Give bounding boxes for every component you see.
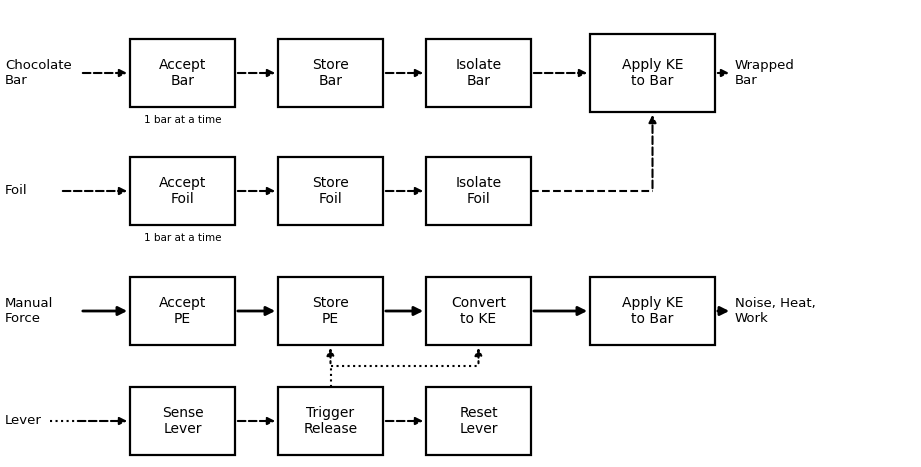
Text: Foil: Foil <box>5 184 28 198</box>
FancyBboxPatch shape <box>426 277 531 345</box>
FancyBboxPatch shape <box>426 39 531 107</box>
Text: Apply KE
to Bar: Apply KE to Bar <box>622 58 683 88</box>
FancyArrowPatch shape <box>238 70 273 76</box>
Text: Manual
Force: Manual Force <box>5 297 53 325</box>
FancyArrowPatch shape <box>386 188 421 194</box>
FancyArrowPatch shape <box>238 307 272 315</box>
Text: Reset
Lever: Reset Lever <box>460 406 498 436</box>
Text: Trigger
Release: Trigger Release <box>303 406 357 436</box>
Text: Store
Bar: Store Bar <box>312 58 349 88</box>
FancyArrowPatch shape <box>386 307 420 315</box>
Text: Lever: Lever <box>5 415 41 427</box>
FancyArrowPatch shape <box>649 117 656 188</box>
Text: Isolate
Bar: Isolate Bar <box>456 58 502 88</box>
Text: Chocolate
Bar: Chocolate Bar <box>5 59 72 87</box>
FancyArrowPatch shape <box>534 70 585 76</box>
Text: Store
PE: Store PE <box>312 296 349 326</box>
Text: Convert
to KE: Convert to KE <box>451 296 506 326</box>
FancyArrowPatch shape <box>238 418 273 424</box>
FancyBboxPatch shape <box>130 157 235 225</box>
FancyArrowPatch shape <box>386 70 421 76</box>
FancyArrowPatch shape <box>83 307 124 315</box>
FancyArrowPatch shape <box>717 70 727 76</box>
FancyBboxPatch shape <box>130 277 235 345</box>
FancyBboxPatch shape <box>278 277 383 345</box>
FancyArrowPatch shape <box>386 418 421 424</box>
FancyArrowPatch shape <box>238 188 273 194</box>
Text: Wrapped
Bar: Wrapped Bar <box>735 59 795 87</box>
FancyBboxPatch shape <box>278 39 383 107</box>
FancyBboxPatch shape <box>426 387 531 455</box>
FancyArrowPatch shape <box>328 350 333 363</box>
Text: Noise, Heat,
Work: Noise, Heat, Work <box>735 297 816 325</box>
FancyBboxPatch shape <box>590 277 715 345</box>
Text: Accept
Bar: Accept Bar <box>158 58 206 88</box>
FancyArrowPatch shape <box>475 350 482 363</box>
FancyArrowPatch shape <box>534 307 584 315</box>
Text: Store
Foil: Store Foil <box>312 176 349 206</box>
FancyBboxPatch shape <box>130 39 235 107</box>
FancyBboxPatch shape <box>590 34 715 112</box>
FancyArrowPatch shape <box>77 418 125 424</box>
FancyArrowPatch shape <box>83 70 125 76</box>
Text: Sense
Lever: Sense Lever <box>162 406 204 436</box>
Text: Isolate
Foil: Isolate Foil <box>456 176 502 206</box>
FancyBboxPatch shape <box>130 387 235 455</box>
Text: 1 bar at a time: 1 bar at a time <box>145 233 222 243</box>
FancyBboxPatch shape <box>426 157 531 225</box>
Text: 1 bar at a time: 1 bar at a time <box>145 115 222 125</box>
FancyArrowPatch shape <box>63 188 125 194</box>
FancyArrowPatch shape <box>717 307 726 315</box>
Text: Apply KE
to Bar: Apply KE to Bar <box>622 296 683 326</box>
FancyBboxPatch shape <box>278 157 383 225</box>
FancyBboxPatch shape <box>278 387 383 455</box>
Text: Accept
PE: Accept PE <box>158 296 206 326</box>
Text: Accept
Foil: Accept Foil <box>158 176 206 206</box>
